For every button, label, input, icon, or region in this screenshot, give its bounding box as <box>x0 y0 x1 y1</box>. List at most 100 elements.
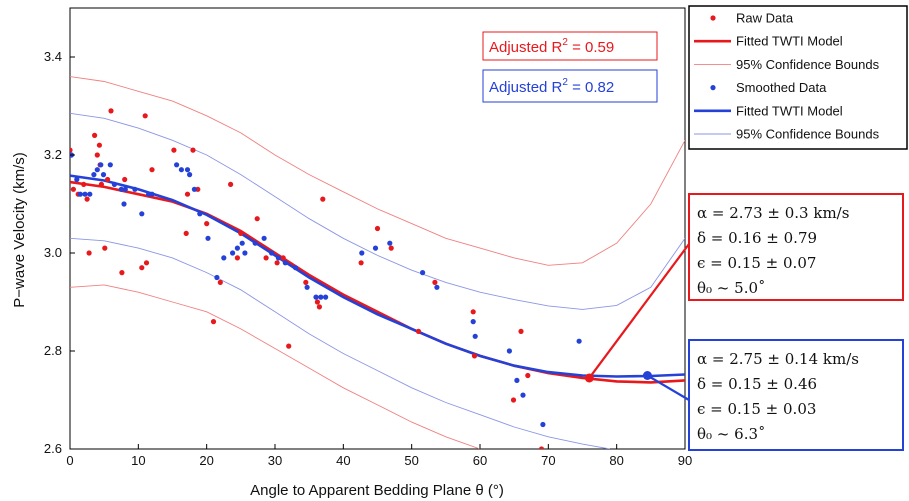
smoothed-data-point <box>197 211 203 217</box>
raw-data-point <box>96 142 102 148</box>
blue-params-box: α = 2.75 ± 0.14 km/s δ = 0.15 ± 0.46 ϵ =… <box>688 339 904 451</box>
smoothed-data-point <box>132 186 138 192</box>
smoothed-data-point <box>304 284 310 290</box>
smoothed-data-point <box>234 245 240 251</box>
raw-data-point <box>286 343 292 349</box>
smoothed-data-point <box>420 270 426 276</box>
smoothed-data-point <box>149 191 155 197</box>
smoothed-data-point <box>387 240 393 246</box>
blue-r2-prefix: Adjusted R <box>489 79 563 96</box>
legend-label: 95% Confidence Bounds <box>736 57 880 72</box>
raw-data-point <box>122 176 128 183</box>
raw-data-point <box>316 304 322 310</box>
x-tick-label: 70 <box>541 453 555 468</box>
svg-text:Adjusted R2 = 0.59: Adjusted R2 = 0.59 <box>489 37 614 56</box>
red-param-theta0: θ₀ ~ 5.0˚ <box>697 279 766 297</box>
legend-item: 95% Confidence Bounds <box>694 127 880 142</box>
red-fitted-twti-curve <box>70 180 685 384</box>
smoothed-data-point <box>472 333 478 339</box>
raw-data-point <box>183 230 189 236</box>
raw-data-point <box>190 147 196 153</box>
legend-item: 95% Confidence Bounds <box>694 57 880 72</box>
smoothed-data-point <box>292 265 299 271</box>
legend-marker <box>710 85 716 91</box>
y-tick-label: 2.8 <box>44 343 62 358</box>
raw-data-point <box>274 260 280 266</box>
blue-confidence-bound-7 <box>70 237 610 449</box>
red-param-delta: δ = 0.16 ± 0.79 <box>697 229 817 247</box>
smoothed-data-point <box>323 294 329 300</box>
smoothed-data-point <box>87 191 93 197</box>
blue-param-alpha: α = 2.75 ± 0.14 km/s <box>697 350 859 368</box>
smoothed-data-point <box>98 162 104 168</box>
x-tick-label: 20 <box>199 453 213 468</box>
legend: Raw Data Fitted TWTI Model 95% Confidence … <box>688 5 908 150</box>
raw-data-point <box>374 225 381 232</box>
smoothed-data-point <box>187 172 193 178</box>
smoothed-data-point <box>184 167 191 173</box>
raw-data-point <box>70 186 76 192</box>
smoothed-data-point <box>221 255 227 261</box>
blue-fitted-twti-curve <box>70 174 685 378</box>
smoothed-data-point <box>91 172 97 178</box>
smoothed-data-point <box>506 348 512 354</box>
axis-ticks: 0 10 20 30 40 50 60 70 80 90 2.6 2.8 3.0 3.2 3.4 <box>44 49 692 468</box>
smoothed-data-point <box>540 421 546 428</box>
blue-connector-line <box>646 374 690 401</box>
blue-param-delta: δ = 0.15 ± 0.46 <box>697 375 817 393</box>
raw-data-point <box>149 167 155 173</box>
x-axis-label: Angle to Apparent Bedding Plane θ (°) <box>250 482 504 499</box>
raw-data-point <box>471 353 478 359</box>
y-axis-label: P−wave Velocity (km/s) <box>11 152 28 307</box>
smoothed-data-point <box>94 167 100 173</box>
smoothed-data-point <box>576 338 582 344</box>
raw-data-point <box>86 250 92 256</box>
raw-data-point <box>470 309 476 315</box>
raw-data-point <box>70 147 73 153</box>
raw-data-point <box>92 132 98 138</box>
fitted-curves-layer <box>70 174 685 384</box>
x-tick-label: 80 <box>609 453 623 468</box>
raw-data-point <box>510 397 517 403</box>
x-tick-label: 30 <box>268 453 282 468</box>
smoothed-data-point <box>470 319 476 325</box>
smoothed-data-point <box>74 176 80 183</box>
x-tick-label: 60 <box>473 453 487 468</box>
smoothed-data-point <box>313 294 319 300</box>
smoothed-data-point <box>372 245 379 251</box>
y-tick-label: 3.0 <box>44 245 62 260</box>
smoothed-data-point <box>520 392 526 398</box>
x-tick-label: 50 <box>404 453 418 468</box>
red-confidence-bound-3 <box>70 76 685 266</box>
red-r2-prefix: Adjusted R <box>489 39 563 56</box>
smoothed-data-point <box>139 211 145 217</box>
smoothed-data-point <box>242 250 248 256</box>
raw-data-point <box>142 113 148 119</box>
smoothed-data-point <box>514 377 520 383</box>
smoothed-data-point <box>239 240 245 246</box>
raw-data-point <box>432 279 438 285</box>
smoothed-data-point <box>100 172 107 178</box>
smoothed-data-point <box>230 250 236 256</box>
smoothed-data-point <box>282 260 288 266</box>
raw-data-point <box>105 176 111 183</box>
raw-data-point <box>263 255 269 261</box>
red-connector-line <box>588 243 690 379</box>
smoothed-data-point <box>82 191 88 197</box>
smoothed-data-point <box>318 294 324 300</box>
legend-label: 95% Confidence Bounds <box>736 127 880 142</box>
smoothed-data-point <box>275 255 281 261</box>
red-fit-marker <box>584 373 594 383</box>
red-params-box: α = 2.73 ± 0.3 km/s δ = 0.16 ± 0.79 ϵ = … <box>688 193 904 301</box>
raw-data-point <box>94 152 100 158</box>
raw-data-point <box>415 328 422 334</box>
smoothed-data-point <box>269 250 275 256</box>
raw-data-point <box>314 299 320 305</box>
raw-data-point <box>234 255 240 261</box>
legend-item: Fitted TWTI Model <box>694 103 843 118</box>
legend-label: Fitted TWTI Model <box>736 103 843 118</box>
x-tick-label: 10 <box>131 453 145 468</box>
raw-data-point <box>217 279 223 285</box>
raw-data-point <box>204 221 210 227</box>
